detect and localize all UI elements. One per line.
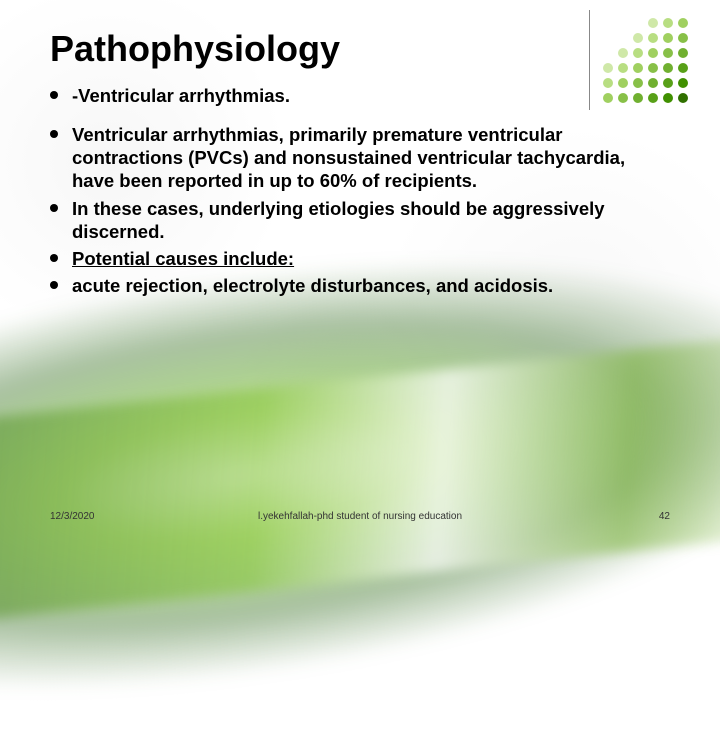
- bullet-list: -Ventricular arrhythmias. Ventricular ar…: [50, 84, 670, 297]
- slide-title: Pathophysiology: [50, 28, 670, 70]
- slide-footer: 12/3/2020 l.yekehfallah-phd student of n…: [0, 511, 720, 522]
- footer-author: l.yekehfallah-phd student of nursing edu…: [258, 511, 462, 522]
- footer-date: 12/3/2020: [50, 511, 95, 522]
- slide-content: Pathophysiology -Ventricular arrhythmias…: [0, 0, 720, 297]
- bullet-item: acute rejection, electrolyte disturbance…: [50, 274, 670, 297]
- bullet-item: In these cases, underlying etiologies sh…: [50, 197, 670, 243]
- bullet-item: Ventricular arrhythmias, primarily prema…: [50, 123, 670, 192]
- footer-page-number: 42: [659, 511, 670, 522]
- bullet-item: Potential causes include:: [50, 247, 670, 270]
- bullet-item: -Ventricular arrhythmias.: [50, 84, 670, 107]
